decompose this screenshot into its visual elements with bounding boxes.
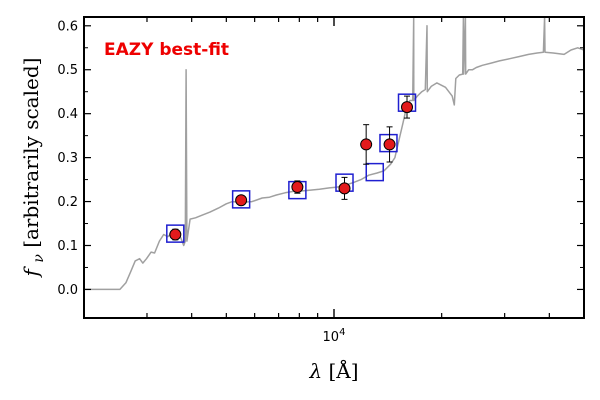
observed-point	[291, 181, 304, 194]
y-tick-label: 0.4	[57, 107, 78, 122]
y-axis-symbol: f	[19, 265, 43, 278]
model-photometry-layer	[166, 93, 417, 243]
y-tick-label: 0.2	[57, 195, 78, 210]
x-tick-label-exponent: 4	[339, 327, 345, 338]
observed-point	[401, 101, 414, 114]
model-box	[231, 190, 251, 209]
axes-layer: 0.0 0.1 0.2 0.3 0.4 0.5 0.6 104	[57, 16, 585, 345]
x-tick-label: 104	[323, 327, 346, 345]
x-axis-symbol: λ	[308, 359, 322, 383]
y-tick-label: 0.6	[57, 19, 78, 34]
plot-frame	[83, 16, 585, 319]
x-axis-unit: [Å]	[328, 358, 358, 383]
x-axis-title: λ [Å]	[308, 358, 358, 383]
observed-point	[235, 194, 248, 207]
observed-point	[360, 138, 373, 151]
observed-photometry-layer	[169, 95, 414, 241]
y-tick-label: 0.3	[57, 151, 78, 166]
x-tick-label-base: 10	[323, 330, 340, 345]
model-box	[365, 162, 385, 182]
y-axis-subscript: ν	[31, 254, 47, 263]
y-tick-label: 0.5	[57, 63, 78, 78]
model-box	[166, 224, 185, 243]
observed-point	[383, 138, 396, 151]
model-box	[379, 133, 398, 153]
annotation-label: EAZY best-fit	[104, 40, 229, 60]
observed-point	[169, 228, 182, 241]
y-tick-label: 0.0	[57, 283, 78, 298]
y-axis-rest: [arbitrarily scaled]	[19, 58, 43, 248]
y-axis-title: f ν [arbitrarily scaled]	[19, 58, 48, 279]
observed-point	[338, 182, 351, 195]
y-tick-label: 0.1	[57, 239, 78, 254]
